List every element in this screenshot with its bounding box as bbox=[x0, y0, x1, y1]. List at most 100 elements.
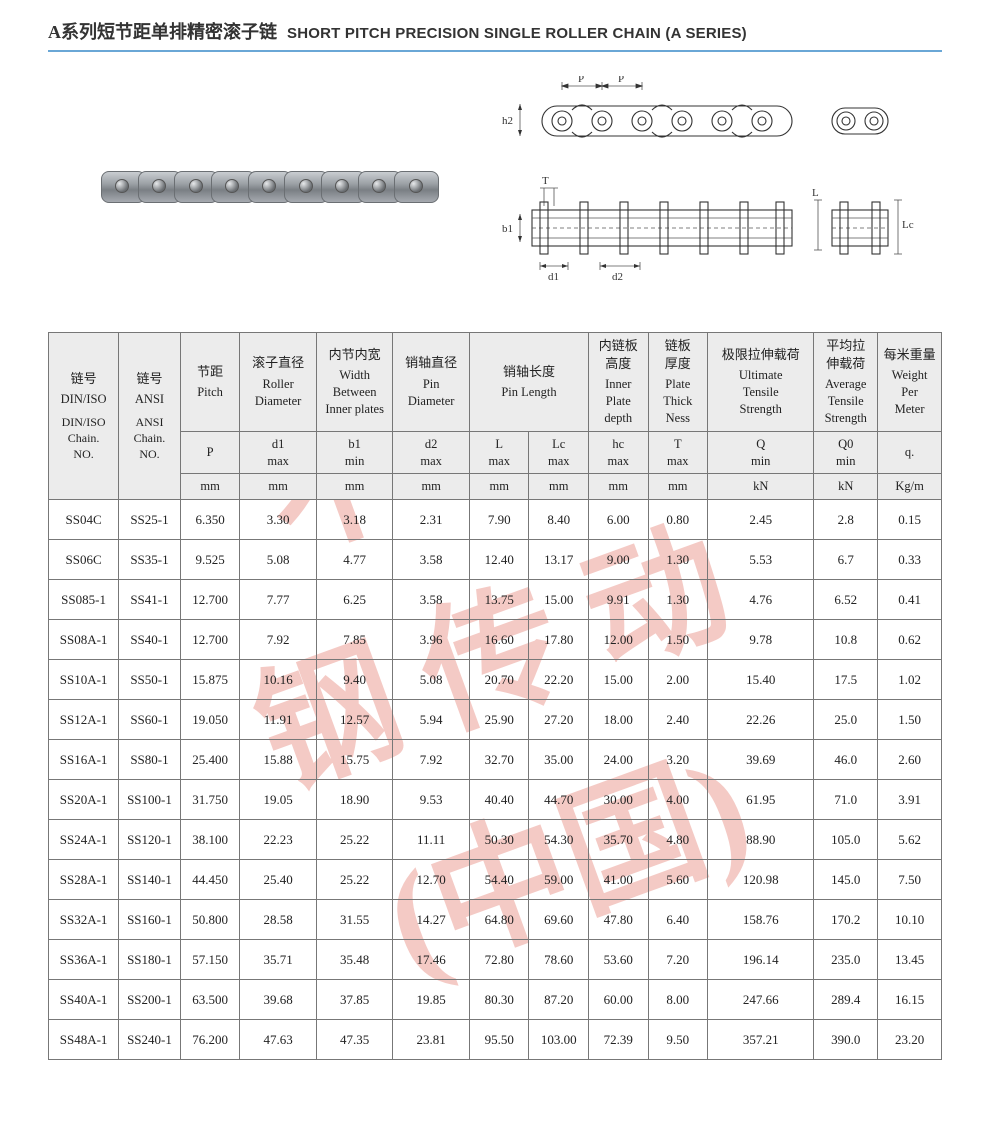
th-h2: 内链板高度 InnerPlatedepth bbox=[589, 333, 649, 432]
th-Q: 极限拉伸载荷 UltimateTensileStrength bbox=[708, 333, 814, 432]
sub-T: Tmax bbox=[648, 431, 708, 474]
cell-wt: 0.41 bbox=[878, 580, 942, 620]
table-row: SS24A-1SS120-138.10022.2325.2211.1150.30… bbox=[49, 820, 942, 860]
cell-d1: 10.16 bbox=[240, 660, 317, 700]
cell-Q: 2.45 bbox=[708, 500, 814, 540]
cell-wt: 1.50 bbox=[878, 700, 942, 740]
cell-L: 20.70 bbox=[469, 660, 529, 700]
cell-T: 4.80 bbox=[648, 820, 708, 860]
cell-din: SS06C bbox=[49, 540, 119, 580]
table-row: SS085-1SS41-112.7007.776.253.5813.7515.0… bbox=[49, 580, 942, 620]
cell-wt: 2.60 bbox=[878, 740, 942, 780]
cell-T: 5.60 bbox=[648, 860, 708, 900]
cell-Q0: 170.2 bbox=[814, 900, 878, 940]
cell-Q: 357.21 bbox=[708, 1020, 814, 1060]
sideview-links bbox=[532, 202, 792, 254]
cell-Lc: 13.17 bbox=[529, 540, 589, 580]
cell-p: 50.800 bbox=[180, 900, 240, 940]
cell-d2: 11.11 bbox=[393, 820, 470, 860]
sub-Q: Qmin bbox=[708, 431, 814, 474]
cell-Lc: 15.00 bbox=[529, 580, 589, 620]
cell-T: 2.00 bbox=[648, 660, 708, 700]
cell-d1: 47.63 bbox=[240, 1020, 317, 1060]
cell-Q0: 390.0 bbox=[814, 1020, 878, 1060]
cell-b1: 47.35 bbox=[316, 1020, 393, 1060]
cell-Q0: 25.0 bbox=[814, 700, 878, 740]
table-row: SS48A-1SS240-176.20047.6347.3523.8195.50… bbox=[49, 1020, 942, 1060]
cell-Lc: 17.80 bbox=[529, 620, 589, 660]
cell-din: SS48A-1 bbox=[49, 1020, 119, 1060]
cell-ansi: SS25-1 bbox=[119, 500, 181, 540]
cell-Q: 88.90 bbox=[708, 820, 814, 860]
cell-T: 1.30 bbox=[648, 540, 708, 580]
cell-b1: 3.18 bbox=[316, 500, 393, 540]
cell-b1: 25.22 bbox=[316, 860, 393, 900]
technical-drawing: P P h2 bbox=[492, 76, 932, 296]
cell-b1: 25.22 bbox=[316, 820, 393, 860]
cell-Q0: 10.8 bbox=[814, 620, 878, 660]
cell-d2: 23.81 bbox=[393, 1020, 470, 1060]
cell-p: 9.525 bbox=[180, 540, 240, 580]
cell-h2: 53.60 bbox=[589, 940, 649, 980]
cell-d1: 19.05 bbox=[240, 780, 317, 820]
cell-d2: 3.58 bbox=[393, 580, 470, 620]
cell-d2: 3.58 bbox=[393, 540, 470, 580]
cell-Q0: 145.0 bbox=[814, 860, 878, 900]
cell-wt: 0.33 bbox=[878, 540, 942, 580]
cell-T: 4.00 bbox=[648, 780, 708, 820]
cell-p: 44.450 bbox=[180, 860, 240, 900]
dim-d2-label: d2 bbox=[612, 271, 623, 283]
cell-b1: 37.85 bbox=[316, 980, 393, 1020]
cell-h2: 9.00 bbox=[589, 540, 649, 580]
spec-table: 链号 DIN/ISO DIN/ISOChain.NO. 链号 ANSI ANSI… bbox=[48, 332, 942, 1060]
cell-din: SS12A-1 bbox=[49, 700, 119, 740]
cell-Q0: 235.0 bbox=[814, 940, 878, 980]
cell-wt: 7.50 bbox=[878, 860, 942, 900]
cell-Q: 39.69 bbox=[708, 740, 814, 780]
cell-wt: 5.62 bbox=[878, 820, 942, 860]
cell-Q: 120.98 bbox=[708, 860, 814, 900]
cell-din: SS10A-1 bbox=[49, 660, 119, 700]
dim-P2-label: P bbox=[618, 76, 624, 85]
unit-d2: mm bbox=[393, 474, 470, 500]
unit-T: mm bbox=[648, 474, 708, 500]
cell-Q0: 17.5 bbox=[814, 660, 878, 700]
cell-p: 19.050 bbox=[180, 700, 240, 740]
cell-Q0: 6.7 bbox=[814, 540, 878, 580]
cell-ansi: SS41-1 bbox=[119, 580, 181, 620]
cell-ansi: SS35-1 bbox=[119, 540, 181, 580]
cell-ansi: SS100-1 bbox=[119, 780, 181, 820]
product-photo bbox=[76, 76, 456, 296]
cell-T: 1.50 bbox=[648, 620, 708, 660]
cell-din: SS40A-1 bbox=[49, 980, 119, 1020]
cell-ansi: SS60-1 bbox=[119, 700, 181, 740]
th-din: 链号 DIN/ISO DIN/ISOChain.NO. bbox=[49, 333, 119, 500]
cell-ansi: SS160-1 bbox=[119, 900, 181, 940]
table-row: SS16A-1SS80-125.40015.8815.757.9232.7035… bbox=[49, 740, 942, 780]
cell-d1: 15.88 bbox=[240, 740, 317, 780]
cell-T: 6.40 bbox=[648, 900, 708, 940]
cell-b1: 18.90 bbox=[316, 780, 393, 820]
th-ansi: 链号 ANSI ANSIChain.NO. bbox=[119, 333, 181, 500]
cell-h2: 18.00 bbox=[589, 700, 649, 740]
cell-p: 76.200 bbox=[180, 1020, 240, 1060]
table-row: SS36A-1SS180-157.15035.7135.4817.4672.80… bbox=[49, 940, 942, 980]
cell-din: SS20A-1 bbox=[49, 780, 119, 820]
cell-L: 50.30 bbox=[469, 820, 529, 860]
cell-b1: 35.48 bbox=[316, 940, 393, 980]
cell-Q0: 6.52 bbox=[814, 580, 878, 620]
sub-h2: hcmax bbox=[589, 431, 649, 474]
cell-L: 40.40 bbox=[469, 780, 529, 820]
cell-L: 13.75 bbox=[469, 580, 529, 620]
cell-L: 80.30 bbox=[469, 980, 529, 1020]
cell-Q0: 2.8 bbox=[814, 500, 878, 540]
table-row: SS20A-1SS100-131.75019.0518.909.5340.404… bbox=[49, 780, 942, 820]
th-T: 链板厚度 PlateThickNess bbox=[648, 333, 708, 432]
cell-wt: 23.20 bbox=[878, 1020, 942, 1060]
cell-d1: 5.08 bbox=[240, 540, 317, 580]
cell-Q0: 71.0 bbox=[814, 780, 878, 820]
cell-din: SS04C bbox=[49, 500, 119, 540]
sub-Lc: Lcmax bbox=[529, 431, 589, 474]
table-row: SS40A-1SS200-163.50039.6837.8519.8580.30… bbox=[49, 980, 942, 1020]
cell-Lc: 59.00 bbox=[529, 860, 589, 900]
